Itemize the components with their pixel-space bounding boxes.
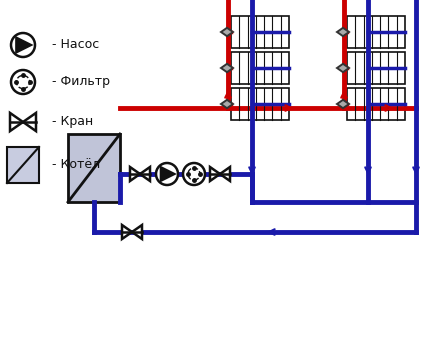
Bar (347, 52, 405, 84)
Bar (347, 16, 405, 48)
Polygon shape (221, 100, 233, 108)
Polygon shape (132, 225, 142, 239)
Polygon shape (221, 28, 233, 36)
Circle shape (156, 163, 178, 185)
Polygon shape (221, 64, 233, 72)
Polygon shape (130, 167, 140, 181)
Polygon shape (122, 225, 132, 239)
Polygon shape (337, 28, 349, 36)
Bar (231, 52, 289, 84)
Text: - Фильтр: - Фильтр (52, 76, 110, 89)
Polygon shape (210, 167, 220, 181)
Polygon shape (23, 113, 36, 131)
Polygon shape (161, 167, 174, 181)
Polygon shape (10, 113, 23, 131)
Circle shape (183, 163, 205, 185)
Polygon shape (337, 64, 349, 72)
Polygon shape (16, 38, 31, 52)
Circle shape (11, 70, 35, 94)
Polygon shape (220, 167, 230, 181)
Bar (231, 16, 289, 48)
Text: - Кран: - Кран (52, 116, 93, 128)
Bar (347, 88, 405, 120)
Bar (68, 134, 120, 202)
Bar (231, 88, 289, 120)
Polygon shape (140, 167, 150, 181)
Polygon shape (337, 100, 349, 108)
Text: - Насос: - Насос (52, 38, 99, 51)
Circle shape (11, 33, 35, 57)
Text: - Котёл: - Котёл (52, 159, 100, 172)
Bar (7, 147, 39, 183)
